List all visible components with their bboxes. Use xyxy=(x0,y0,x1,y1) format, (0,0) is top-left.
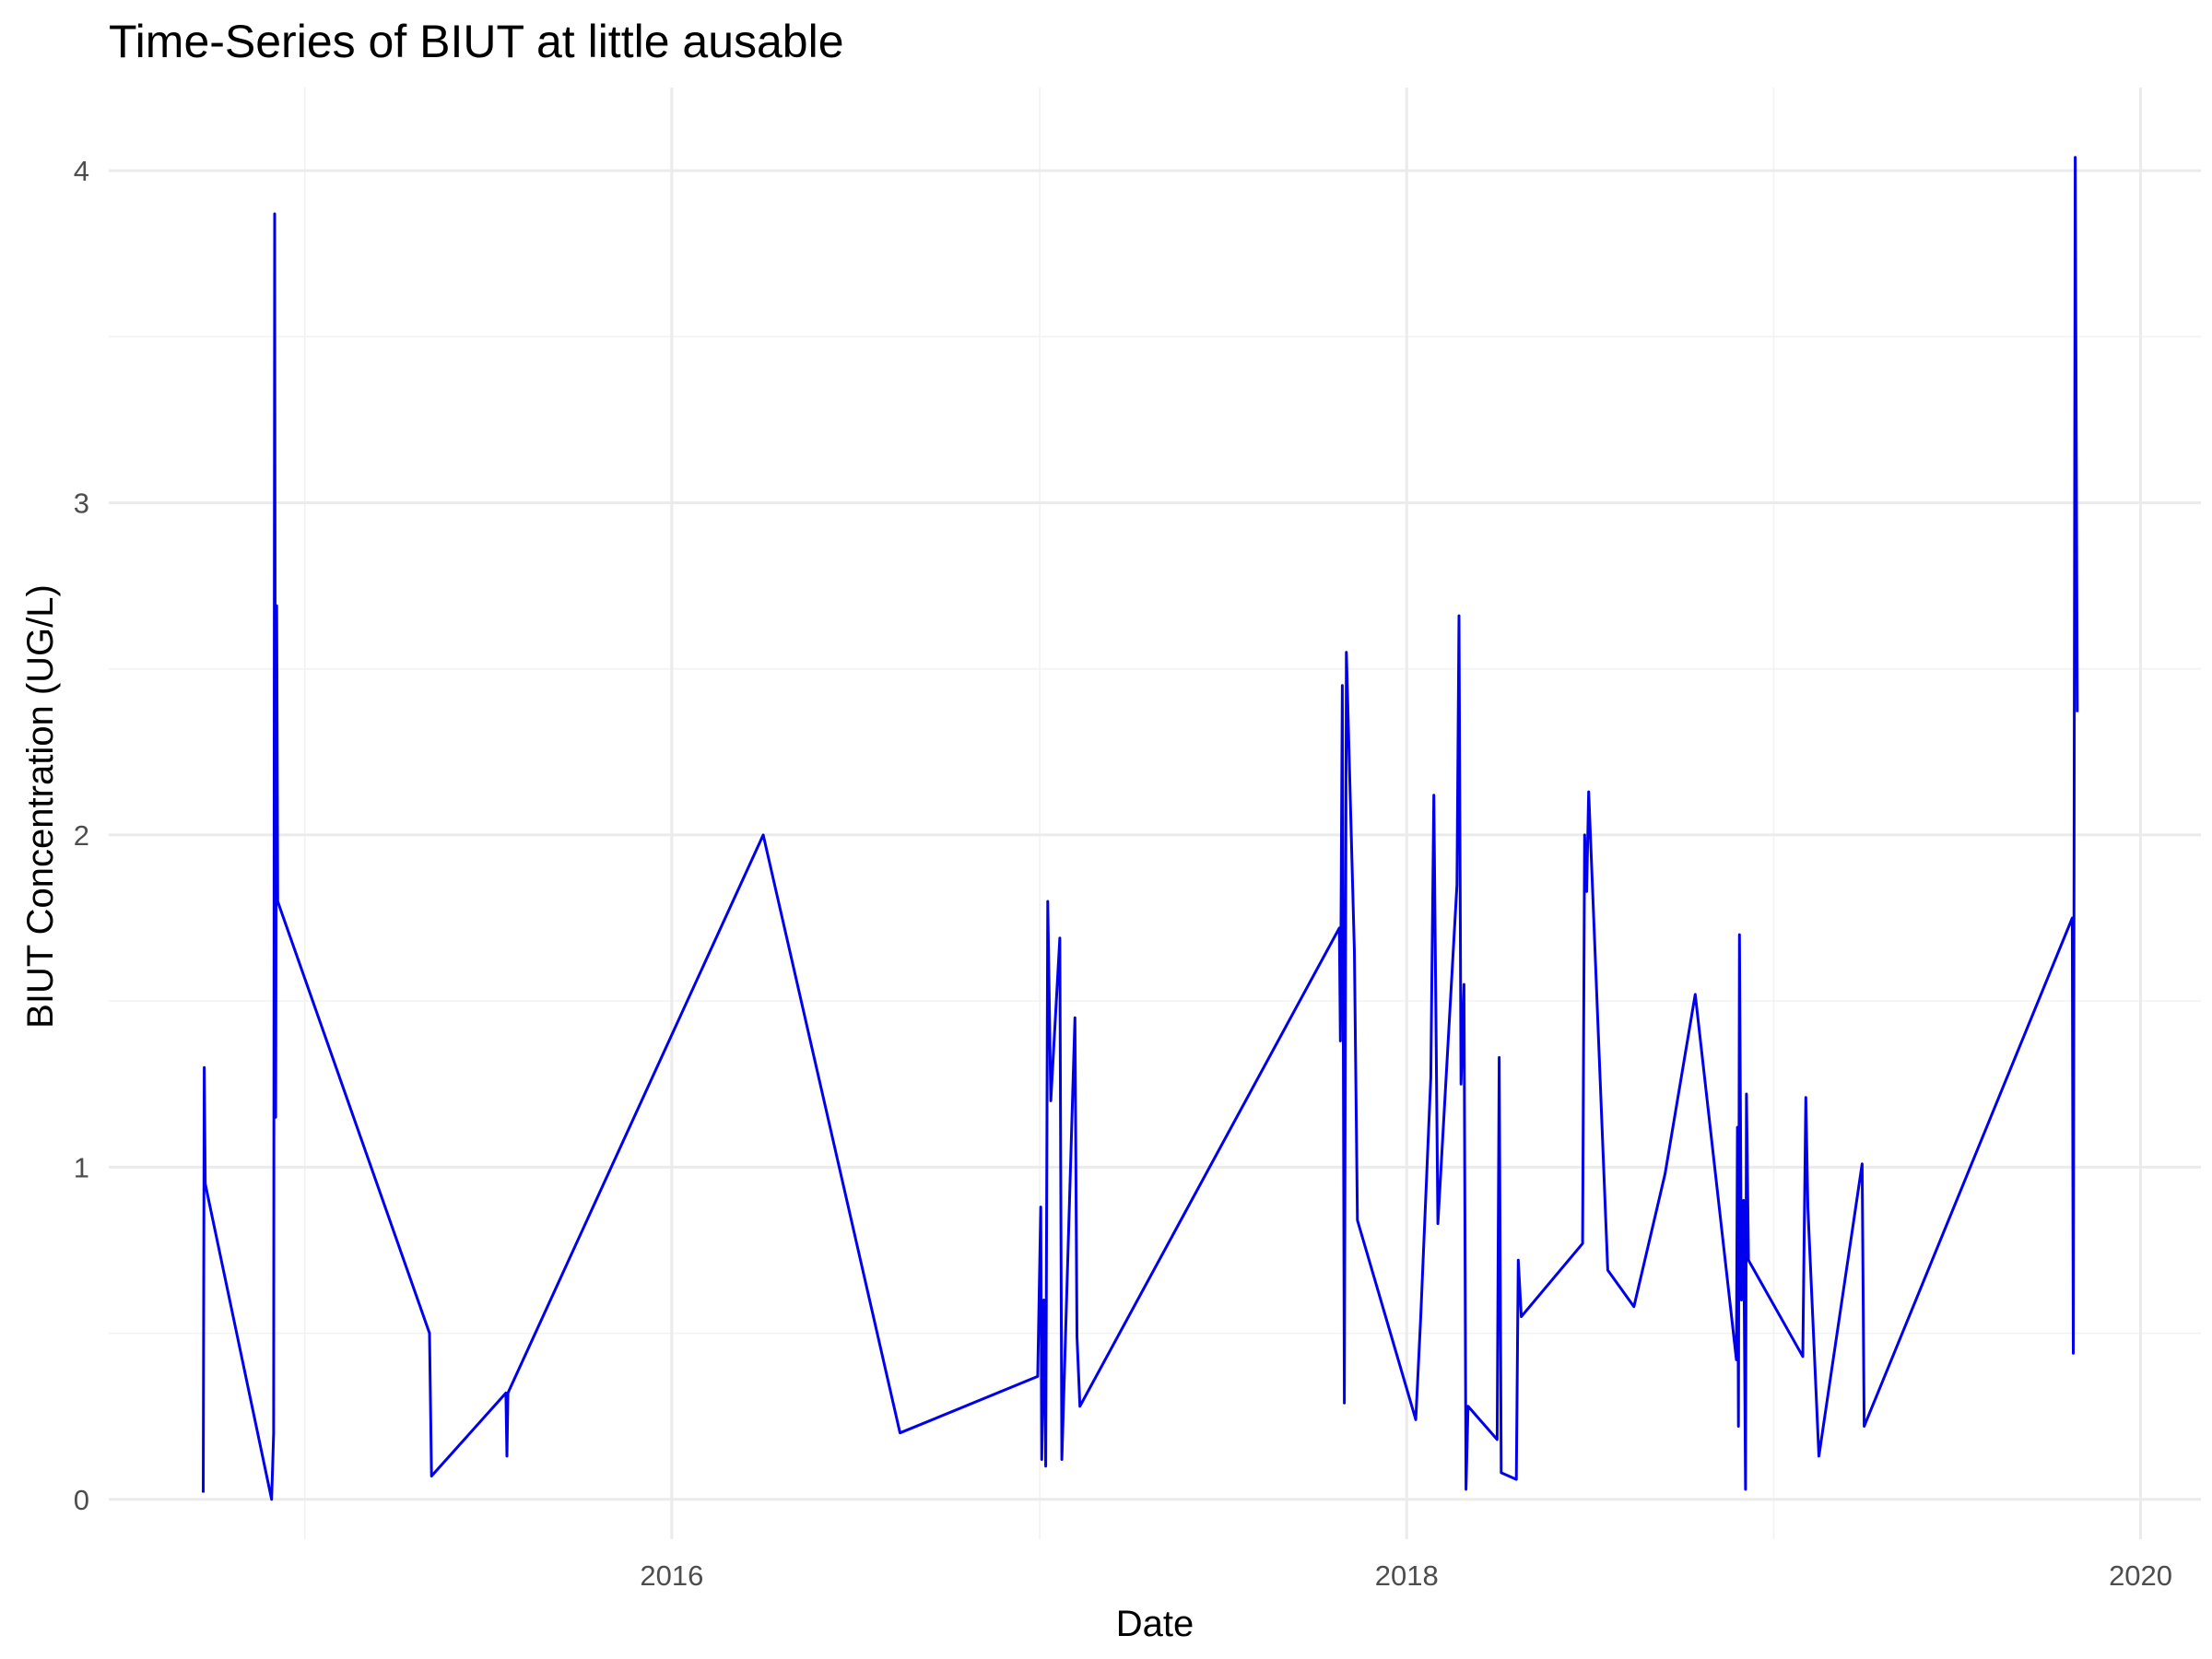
x-tick-labels: 2016 2018 2020 xyxy=(640,1559,2172,1592)
y-tick-label: 1 xyxy=(74,1151,89,1183)
x-tick-label: 2020 xyxy=(2109,1559,2172,1592)
y-axis-title: BIUT Concentration (UG/L) xyxy=(20,584,61,1029)
series-line xyxy=(202,156,2079,1501)
series-layer xyxy=(202,156,2079,1501)
x-tick-label: 2016 xyxy=(640,1559,703,1592)
grid xyxy=(109,88,2201,1539)
y-tick-label: 4 xyxy=(74,155,89,187)
chart-title: Time-Series of BIUT at little ausable xyxy=(109,16,844,67)
y-tick-label: 2 xyxy=(74,819,89,852)
y-tick-labels: 0 1 2 3 4 xyxy=(74,155,89,1516)
x-tick-label: 2018 xyxy=(1375,1559,1439,1592)
y-tick-label: 3 xyxy=(74,488,89,520)
x-axis-title: Date xyxy=(1116,1604,1194,1644)
y-tick-label: 0 xyxy=(74,1484,89,1516)
